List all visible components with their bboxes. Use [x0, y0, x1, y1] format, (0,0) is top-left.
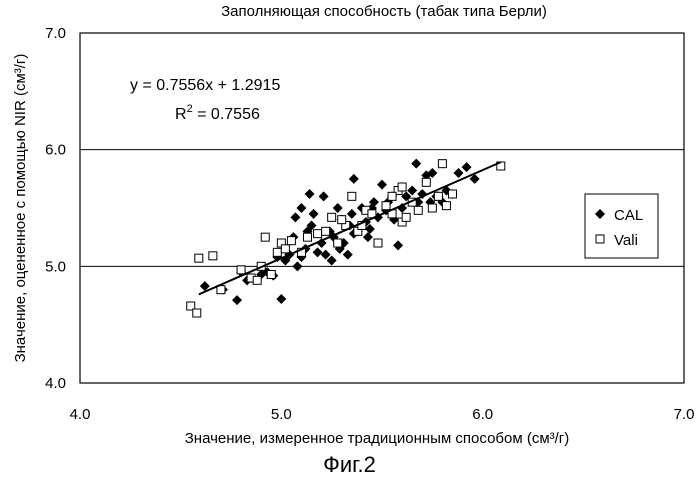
point-cal-62 — [453, 168, 464, 178]
point-vali-39 — [441, 201, 451, 211]
y-axis-tick-labels: 4.0 5.0 6.0 7.0 — [45, 25, 66, 392]
point-cal-42 — [377, 179, 387, 190]
legend-label-cal: CAL — [614, 207, 643, 224]
y-tick-label-1: 5.0 — [45, 258, 66, 275]
regression-equation: y = 0.7556x + 1.2915 — [130, 77, 280, 94]
point-vali-9 — [260, 232, 270, 242]
point-vali-0 — [186, 301, 196, 311]
point-cal-51 — [411, 158, 422, 169]
point-cal-69 — [304, 189, 315, 199]
x-tick-label-1: 5.0 — [271, 406, 292, 423]
point-cal-33 — [346, 208, 357, 219]
point-vali-42 — [387, 191, 397, 201]
point-vali-20 — [333, 238, 343, 248]
legend: CAL Vali — [584, 193, 659, 259]
point-vali-40 — [447, 189, 457, 199]
point-vali-17 — [313, 229, 323, 239]
point-cal-27 — [332, 203, 343, 213]
point-cal-15 — [292, 261, 303, 272]
point-vali-14 — [286, 236, 296, 246]
legend-marker-vali — [595, 234, 605, 244]
point-vali-41 — [496, 161, 506, 171]
point-vali-36 — [427, 203, 437, 213]
point-cal-14 — [290, 212, 301, 223]
r-squared: R2 = 0.7556 — [175, 103, 260, 123]
y-axis-label: Значение, оцененное с помощью NIR (см³/г… — [12, 54, 29, 363]
point-vali-37 — [433, 191, 443, 201]
point-cal-21 — [312, 247, 323, 258]
y-tick-label-0: 4.0 — [45, 375, 66, 392]
x-tick-label-0: 4.0 — [70, 406, 91, 423]
point-vali-16 — [303, 232, 313, 242]
point-vali-32 — [401, 212, 411, 222]
point-cal-0 — [199, 281, 210, 292]
point-cal-56 — [427, 168, 438, 178]
point-cal-40 — [368, 197, 379, 208]
trendline — [198, 161, 502, 296]
x-axis-tick-labels: 4.0 5.0 6.0 7.0 — [70, 406, 695, 423]
point-vali-22 — [347, 191, 357, 201]
point-vali-27 — [373, 238, 383, 248]
point-vali-3 — [208, 251, 218, 261]
point-cal-20 — [308, 208, 319, 219]
point-cal-24 — [320, 249, 331, 260]
point-cal-38 — [362, 232, 373, 243]
r-squared-symbol: R — [175, 106, 187, 123]
figure-caption: Фиг.2 — [323, 452, 376, 477]
point-vali-5 — [236, 265, 246, 275]
point-cal-10 — [276, 294, 287, 304]
point-cal-64 — [469, 173, 480, 184]
y-tick-label-2: 6.0 — [45, 142, 66, 159]
point-vali-18 — [321, 226, 331, 236]
point-vali-7 — [252, 275, 262, 285]
legend-label-vali: Vali — [614, 232, 638, 249]
r-squared-exponent: 2 — [187, 103, 193, 115]
x-tick-label-3: 7.0 — [674, 406, 695, 423]
point-cal-63 — [461, 162, 472, 173]
point-vali-34 — [413, 205, 423, 215]
point-vali-2 — [194, 253, 204, 263]
x-axis-label: Значение, измеренное традиционным способ… — [185, 430, 570, 447]
gridlines — [80, 149, 684, 267]
y-tick-label-3: 7.0 — [45, 25, 66, 42]
point-cal-67 — [326, 255, 337, 266]
point-cal-66 — [296, 203, 307, 213]
point-cal-68 — [364, 224, 375, 234]
point-cal-31 — [342, 249, 353, 260]
point-vali-38 — [437, 159, 447, 169]
point-vali-11 — [272, 247, 282, 257]
x-tick-label-2: 6.0 — [472, 406, 493, 423]
point-cal-2 — [232, 295, 243, 306]
r-squared-value: = 0.7556 — [193, 106, 260, 123]
point-vali-28 — [381, 201, 391, 211]
legend-marker-cal — [595, 209, 605, 219]
point-cal-19 — [306, 220, 317, 231]
chart-title: Заполняющая способность (табак типа Берл… — [221, 3, 547, 20]
point-vali-10 — [266, 270, 276, 279]
point-vali-44 — [397, 182, 407, 192]
point-vali-13 — [280, 244, 290, 254]
point-cal-47 — [393, 240, 404, 251]
point-cal-50 — [407, 185, 418, 196]
point-vali-1 — [192, 308, 202, 318]
point-vali-35 — [421, 177, 431, 187]
point-cal-65 — [348, 173, 359, 184]
point-vali-19 — [327, 212, 337, 222]
point-cal-23 — [318, 191, 329, 202]
point-vali-43 — [337, 215, 347, 225]
